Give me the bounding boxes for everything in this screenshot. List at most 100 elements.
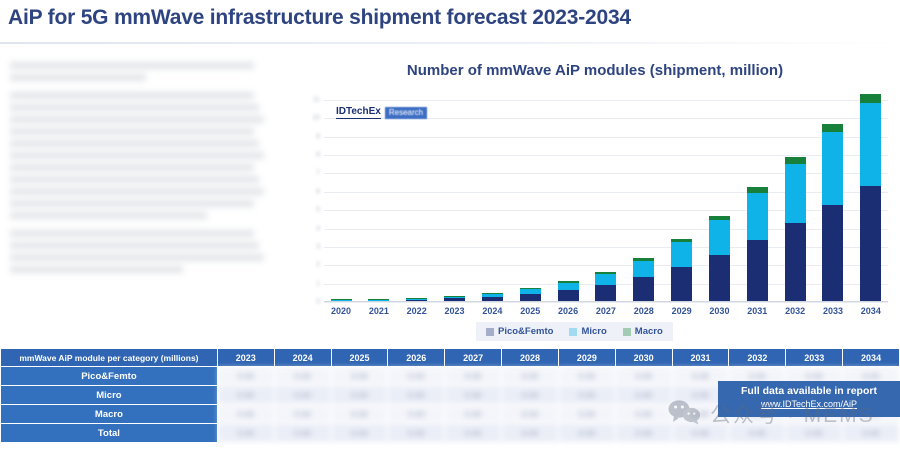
table-cell: 0.00 — [331, 405, 388, 423]
legend-item[interactable]: Pico&Femto — [486, 326, 553, 337]
bar-column — [513, 100, 547, 302]
table-cell: 0.00 — [388, 386, 445, 404]
table-year-header: 2033 — [786, 349, 843, 366]
table-cell: 0.00 — [615, 405, 672, 423]
stacked-bar — [708, 215, 730, 302]
table-cell: 0.00 — [615, 424, 672, 442]
full-data-badge[interactable]: Full data available in report www.IDTech… — [718, 381, 900, 417]
bar-column — [400, 100, 434, 302]
table-cell: 0.00 — [558, 424, 615, 442]
table-cell: 0.00 — [729, 424, 786, 442]
table-cell: 0.00 — [502, 367, 558, 385]
bar-segment-pico-femto — [822, 204, 844, 302]
bar-column — [665, 100, 699, 302]
x-axis-tick-label: 2025 — [520, 306, 541, 316]
stacked-bar — [444, 295, 466, 302]
gridline — [324, 210, 888, 212]
table-cell: 0.00 — [615, 367, 672, 385]
table-cell: 0.00 — [445, 405, 502, 423]
chart-bars — [324, 93, 888, 302]
x-axis-tick-label: 2031 — [747, 306, 768, 316]
bar-segment-macro — [368, 298, 390, 300]
gridline — [324, 302, 888, 303]
bar-segment-micro — [595, 273, 617, 285]
stacked-bar — [822, 124, 844, 302]
bar-segment-micro — [746, 192, 768, 240]
body-copy-line — [10, 128, 254, 135]
bar-segment-macro — [708, 215, 730, 221]
legend-item[interactable]: Micro — [569, 326, 607, 337]
stacked-bar — [557, 281, 579, 302]
table-cell: 0.00 — [388, 367, 445, 385]
table-row-label: Macro — [1, 405, 217, 423]
x-axis-tick-label: 2033 — [822, 306, 843, 316]
y-axis-tick-label: 1 — [316, 280, 320, 288]
legend-item[interactable]: Macro — [622, 326, 663, 337]
body-copy-line — [10, 188, 265, 195]
y-axis-tick-label: 6 — [316, 188, 320, 196]
body-copy-line — [10, 116, 265, 123]
table-year-header: 2030 — [615, 349, 672, 366]
table-row-label: Micro — [1, 386, 217, 404]
table-cell: 0.00 — [786, 367, 843, 385]
bar-column — [816, 100, 850, 302]
bar-segment-micro — [557, 282, 579, 291]
bar-segment-pico-femto — [595, 284, 617, 302]
chart-plot-area: 0 1 2 3 4 5 6 7 8 9 10 11 IDTechEx Research — [312, 93, 888, 306]
bar-segment-macro — [406, 297, 428, 299]
table-cell: 0.00 — [274, 424, 331, 442]
body-copy-line — [10, 104, 259, 111]
idtechex-research-badge: Research — [384, 106, 428, 119]
bar-segment-macro — [633, 257, 655, 261]
legend-label: Macro — [634, 326, 663, 337]
stacked-bar — [784, 157, 806, 302]
y-axis-tick-label: 4 — [316, 225, 320, 233]
bar-column — [740, 100, 774, 302]
table-cell: 0.00 — [672, 386, 729, 404]
table-row-label: Total — [1, 424, 217, 442]
table-cell: 0.00 — [217, 367, 274, 385]
body-copy-paragraph — [10, 62, 272, 81]
body-copy-line — [10, 176, 259, 183]
idtechex-brand-label: IDTechEx — [336, 106, 381, 119]
y-axis-tick-label: 11 — [312, 96, 320, 104]
x-axis-tick-label: 2027 — [595, 306, 616, 316]
body-copy-line — [10, 200, 254, 207]
full-data-badge-url[interactable]: www.IDTechEx.com/AiP — [760, 399, 858, 409]
bar-segment-pico-femto — [746, 239, 768, 302]
body-copy-line — [10, 212, 207, 219]
gridline — [324, 265, 888, 267]
y-axis-tick-label: 3 — [316, 243, 320, 251]
bar-segment-micro — [708, 220, 730, 256]
bar-segment-micro — [633, 260, 655, 278]
x-axis-tick-label: 2028 — [633, 306, 654, 316]
body-copy-paragraph — [10, 230, 272, 273]
table-year-header: 2032 — [729, 349, 786, 366]
table-cell: 0.00 — [672, 367, 729, 385]
x-axis-tick-label: 2020 — [330, 306, 352, 316]
x-axis-tick-labels: 2020 2021 2022 2023 2024 2025 2026 2027 2028 2029… — [324, 306, 888, 316]
table-cell: 0.00 — [843, 424, 899, 442]
body-copy-line — [10, 140, 259, 147]
table-cell: 0.00 — [274, 405, 331, 423]
chart-legend: Pico&Femto Micro Macro — [476, 322, 673, 341]
gridline — [324, 246, 888, 248]
gridline — [324, 173, 888, 175]
bar-column — [854, 93, 888, 302]
legend-swatch-icon — [622, 327, 631, 336]
bar-segment-pico-femto — [671, 267, 693, 302]
y-axis-tick-label: 8 — [316, 151, 320, 159]
table-year-header: 2027 — [445, 349, 502, 366]
x-axis-line — [324, 301, 888, 302]
bar-segment-macro — [557, 281, 579, 283]
legend-swatch-icon — [486, 327, 494, 336]
bar-column — [627, 100, 661, 302]
gridline — [324, 100, 888, 101]
table-cell: 0.00 — [445, 424, 502, 442]
bar-segment-macro — [860, 93, 882, 103]
table-cell: 0.00 — [502, 386, 558, 404]
body-copy-line — [10, 152, 265, 159]
body-copy-line — [10, 230, 254, 237]
x-axis-tick-label: 2032 — [785, 306, 806, 316]
